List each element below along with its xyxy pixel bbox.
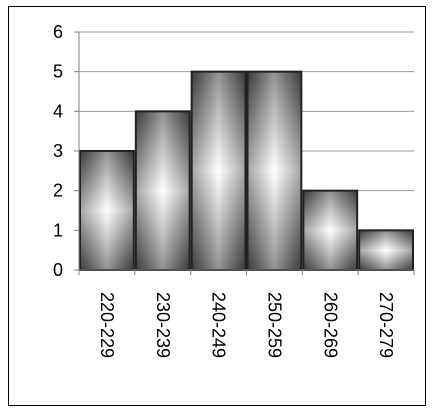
bar: [302, 189, 359, 272]
y-tick-label: 5: [53, 62, 63, 82]
bar: [79, 150, 135, 271]
bar: [358, 229, 414, 271]
bar-fill-vertical: [80, 151, 134, 270]
bar-fill-vertical: [135, 111, 190, 270]
chart-frame: 0 1 2 3 4 5 6 220-229 230-239 240-249 250-259 260-…: [8, 6, 426, 406]
x-tick-label: 240-249: [209, 292, 229, 358]
bar-fill-vertical: [359, 230, 413, 270]
bars: [79, 70, 414, 272]
y-tick-label: 4: [53, 101, 63, 121]
histogram-chart: 0 1 2 3 4 5 6 220-229 230-239 240-249 250-259 260-…: [53, 22, 415, 358]
bar-fill-vertical: [303, 190, 358, 270]
bar-fill-vertical: [247, 71, 302, 271]
bar: [134, 110, 191, 272]
bar: [246, 70, 303, 271]
x-axis-tick-labels: 220-229 230-239 240-249 250-259 260-269 270-2…: [97, 292, 396, 358]
y-tick-label: 2: [53, 181, 63, 201]
x-tick-label: 250-259: [264, 292, 284, 358]
y-axis-tick-labels: 0 1 2 3 4 5 6: [53, 22, 63, 280]
x-tick-label: 260-269: [320, 292, 340, 358]
y-tick-label: 6: [53, 22, 63, 42]
y-tick-label: 1: [53, 220, 63, 240]
x-tick-label: 230-239: [153, 292, 173, 358]
bar-fill-vertical: [191, 71, 246, 271]
bar: [190, 70, 247, 271]
axes: [74, 32, 415, 275]
x-tick-label: 220-229: [97, 292, 117, 358]
x-tick-label: 270-279: [376, 292, 396, 358]
y-tick-label: 3: [53, 141, 63, 161]
y-tick-label: 0: [53, 260, 63, 280]
